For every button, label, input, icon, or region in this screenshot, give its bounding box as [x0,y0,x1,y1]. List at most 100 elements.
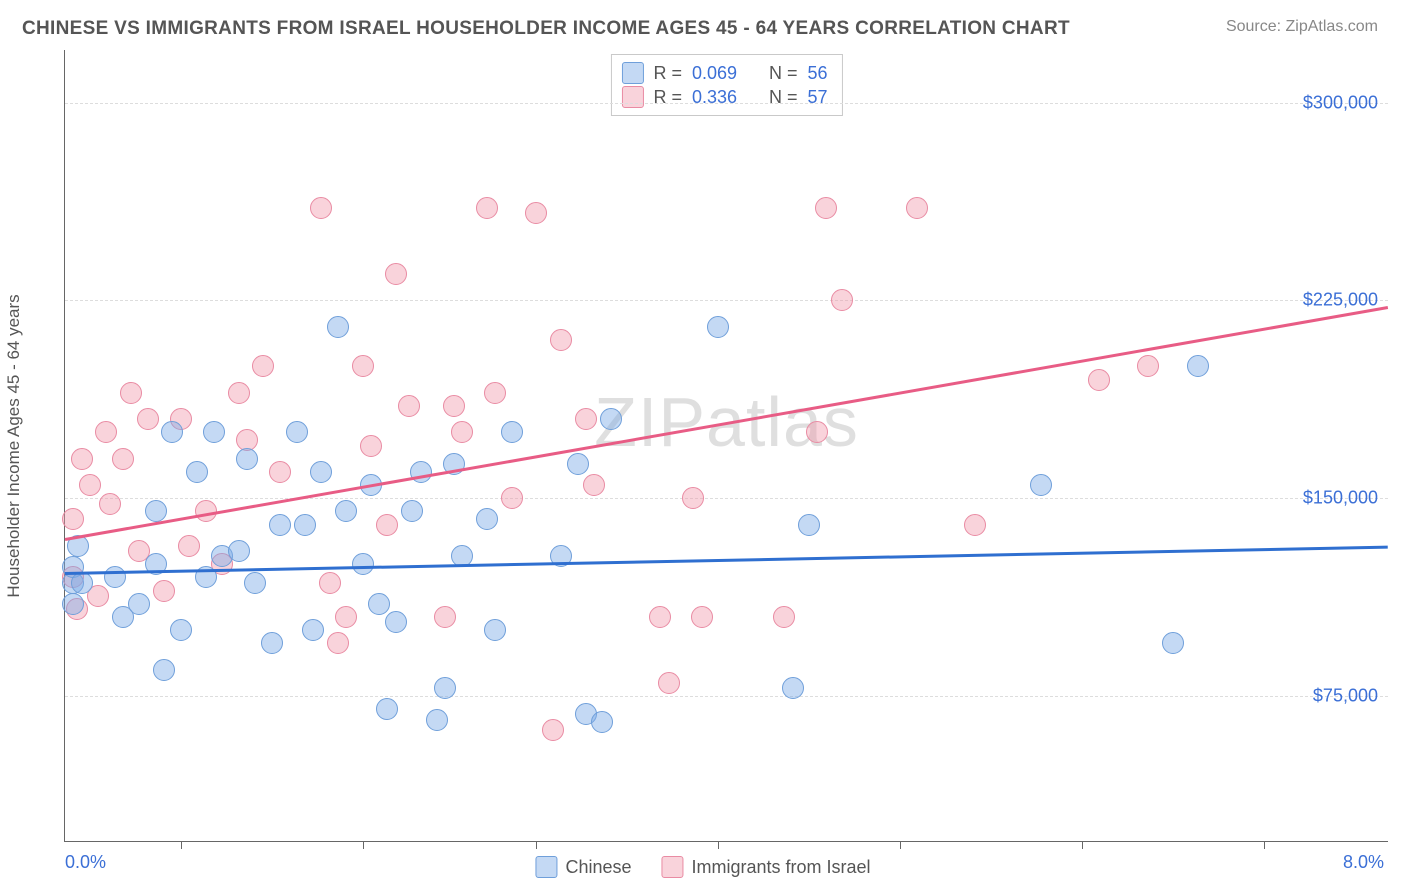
x-tick [718,841,719,849]
data-point-blue [401,500,423,522]
data-point-pink [95,421,117,443]
data-point-pink [583,474,605,496]
data-point-pink [120,382,142,404]
x-tick [1082,841,1083,849]
data-point-blue [600,408,622,430]
series-legend: Chinese Immigrants from Israel [535,856,870,878]
r-value-pink: 0.336 [692,87,737,108]
data-point-pink [352,355,374,377]
data-point-pink [682,487,704,509]
data-point-pink [550,329,572,351]
data-point-blue [426,709,448,731]
legend-item-blue: Chinese [535,856,631,878]
data-point-pink [484,382,506,404]
n-value-blue: 56 [808,63,828,84]
data-point-blue [1162,632,1184,654]
swatch-pink-icon [662,856,684,878]
data-point-pink [451,421,473,443]
data-point-blue [782,677,804,699]
data-point-blue [410,461,432,483]
data-point-pink [773,606,795,628]
data-point-pink [542,719,564,741]
data-point-blue [476,508,498,530]
x-tick [1264,841,1265,849]
data-point-blue [302,619,324,641]
data-point-pink [691,606,713,628]
data-point-pink [319,572,341,594]
data-point-pink [99,493,121,515]
correlation-legend-box: R = 0.069 N = 56 R = 0.336 N = 57 [610,54,842,116]
y-tick-label: $300,000 [1303,92,1378,113]
data-point-pink [153,580,175,602]
data-point-blue [1030,474,1052,496]
data-point-pink [658,672,680,694]
data-point-pink [327,632,349,654]
data-point-blue [228,540,250,562]
data-point-blue [261,632,283,654]
y-tick-label: $75,000 [1313,685,1378,706]
data-point-pink [310,197,332,219]
swatch-blue-icon [621,62,643,84]
data-point-blue [286,421,308,443]
x-tick [181,841,182,849]
x-tick [900,841,901,849]
data-point-pink [71,448,93,470]
data-point-blue [161,421,183,443]
data-point-pink [376,514,398,536]
data-point-pink [178,535,200,557]
data-point-blue [707,316,729,338]
data-point-blue [153,659,175,681]
data-point-blue [434,677,456,699]
plot-area: ZIPatlas R = 0.069 N = 56 R = 0.336 N = … [64,50,1388,842]
data-point-pink [137,408,159,430]
data-point-blue [591,711,613,733]
data-point-blue [368,593,390,615]
data-point-pink [434,606,456,628]
data-point-pink [1137,355,1159,377]
gridline [65,696,1388,697]
data-point-blue [376,698,398,720]
gridline [65,300,1388,301]
data-point-pink [443,395,465,417]
data-point-blue [186,461,208,483]
chart-area: Householder Income Ages 45 - 64 years ZI… [22,50,1388,842]
data-point-pink [831,289,853,311]
data-point-pink [649,606,671,628]
data-point-blue [145,500,167,522]
x-tick [536,841,537,849]
data-point-blue [501,421,523,443]
gridline [65,103,1388,104]
legend-item-pink: Immigrants from Israel [662,856,871,878]
data-point-pink [228,382,250,404]
y-tick-label: $150,000 [1303,488,1378,509]
trend-line-blue [65,546,1388,575]
data-point-pink [79,474,101,496]
data-point-blue [310,461,332,483]
data-point-pink [806,421,828,443]
data-point-blue [62,593,84,615]
data-point-blue [294,514,316,536]
data-point-blue [798,514,820,536]
data-point-pink [501,487,523,509]
data-point-pink [398,395,420,417]
data-point-blue [385,611,407,633]
data-point-blue [352,553,374,575]
data-point-pink [385,263,407,285]
data-point-blue [269,514,291,536]
n-label: N = [769,63,798,84]
chart-title: CHINESE VS IMMIGRANTS FROM ISRAEL HOUSEH… [22,18,1070,40]
data-point-pink [525,202,547,224]
data-point-pink [62,508,84,530]
data-point-blue [104,566,126,588]
data-point-blue [170,619,192,641]
data-point-blue [71,572,93,594]
r-label: R = [653,63,682,84]
x-max-label: 8.0% [1343,852,1384,873]
data-point-blue [484,619,506,641]
data-point-blue [335,500,357,522]
data-point-pink [906,197,928,219]
y-axis-label: Householder Income Ages 45 - 64 years [4,294,24,597]
x-min-label: 0.0% [65,852,106,873]
data-point-blue [244,572,266,594]
legend-row-pink: R = 0.336 N = 57 [621,85,827,109]
